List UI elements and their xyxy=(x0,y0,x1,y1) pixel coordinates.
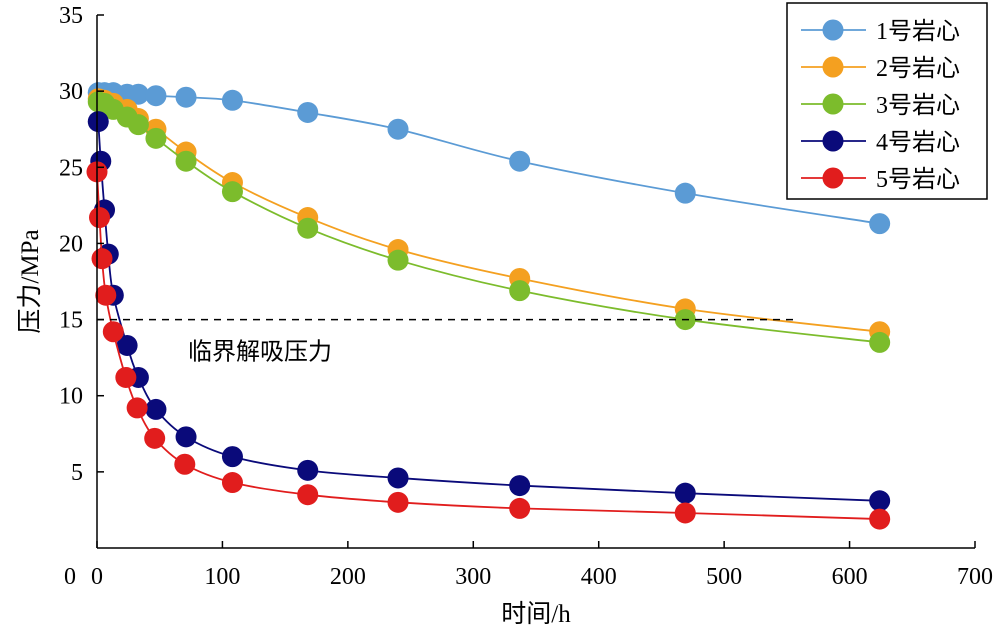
series-line xyxy=(98,91,880,225)
axes: 0 100 200 300 400 500 600 700 5 10 15 20 25 30 35 0 时间… xyxy=(16,3,993,628)
data-point xyxy=(509,150,531,172)
data-point xyxy=(674,482,696,504)
data-point xyxy=(145,398,167,420)
data-point xyxy=(509,475,531,497)
data-point xyxy=(297,459,319,481)
legend-label: 1号岩心 xyxy=(876,18,960,45)
data-point xyxy=(221,472,243,494)
data-point xyxy=(509,497,531,519)
legend-marker xyxy=(822,93,844,115)
critical-desorption-label: 临界解吸压力 xyxy=(188,339,332,366)
data-point xyxy=(127,114,149,136)
data-point xyxy=(221,446,243,468)
legend-marker xyxy=(822,130,844,152)
data-point xyxy=(145,85,167,107)
y-tick-label: 15 xyxy=(59,308,83,334)
legend-item: 4号岩心 xyxy=(801,129,960,156)
data-point xyxy=(126,397,148,419)
data-point xyxy=(102,321,124,343)
data-point xyxy=(674,502,696,524)
y-axis-title: 压力/MPa xyxy=(16,229,44,333)
x-tick-label: 300 xyxy=(455,564,491,590)
x-axis-ticks: 0 100 200 300 400 500 600 700 xyxy=(91,541,993,590)
data-point xyxy=(144,427,166,449)
series-line xyxy=(98,97,880,333)
x-axis-title: 时间/h xyxy=(501,600,571,628)
legend-marker xyxy=(822,19,844,41)
series-5 xyxy=(86,161,891,530)
legend: 1号岩心 2号岩心 3号岩心 4号岩心 5号岩心 xyxy=(786,2,988,200)
data-point xyxy=(387,249,409,271)
x-tick-label: 600 xyxy=(832,564,868,590)
x-tick-label: 500 xyxy=(706,564,742,590)
data-point xyxy=(127,83,149,105)
x-tick-label: 400 xyxy=(581,564,617,590)
series-3 xyxy=(87,91,891,353)
y-tick-label-origin: 0 xyxy=(64,564,76,590)
data-point xyxy=(175,426,197,448)
data-point xyxy=(115,366,137,388)
series-line xyxy=(98,100,880,344)
data-point xyxy=(95,284,117,306)
y-tick-label: 20 xyxy=(59,231,83,257)
plot-area xyxy=(86,82,891,530)
series-2 xyxy=(87,88,891,343)
data-point xyxy=(869,331,891,353)
data-point xyxy=(175,86,197,108)
data-point xyxy=(387,118,409,140)
legend-marker xyxy=(822,56,844,78)
data-point xyxy=(221,89,243,111)
legend-label: 5号岩心 xyxy=(876,166,960,193)
y-tick-label: 25 xyxy=(59,155,83,181)
y-tick-label: 10 xyxy=(59,384,83,410)
data-point xyxy=(174,453,196,475)
data-point xyxy=(297,217,319,239)
data-point xyxy=(387,467,409,489)
legend-label: 2号岩心 xyxy=(876,55,960,82)
legend-label: 4号岩心 xyxy=(876,129,960,156)
data-point xyxy=(674,182,696,204)
data-point xyxy=(869,508,891,530)
data-point xyxy=(145,127,167,149)
data-point xyxy=(116,334,138,356)
legend-item: 1号岩心 xyxy=(801,18,960,45)
y-tick-label: 35 xyxy=(59,3,83,29)
y-axis-ticks: 5 10 15 20 25 30 35 0 xyxy=(59,3,104,590)
data-point xyxy=(869,490,891,512)
data-point xyxy=(509,280,531,302)
legend-item: 3号岩心 xyxy=(801,92,960,119)
data-point xyxy=(869,213,891,235)
data-point xyxy=(91,248,113,270)
y-tick-label: 30 xyxy=(59,79,83,105)
x-tick-label: 100 xyxy=(204,564,240,590)
legend-label: 3号岩心 xyxy=(876,92,960,119)
series-4 xyxy=(87,111,891,512)
data-point xyxy=(89,207,111,229)
x-tick-label: 0 xyxy=(91,564,103,590)
legend-box xyxy=(786,2,988,200)
data-point xyxy=(297,484,319,506)
data-point xyxy=(387,491,409,513)
legend-item: 2号岩心 xyxy=(801,55,960,82)
series-line xyxy=(97,121,880,502)
y-tick-label: 5 xyxy=(71,460,83,486)
series-1 xyxy=(87,82,891,235)
x-tick-label: 200 xyxy=(330,564,366,590)
data-point xyxy=(297,101,319,123)
legend-item: 5号岩心 xyxy=(801,166,960,193)
data-point xyxy=(175,150,197,172)
critical-desorption-reference: 临界解吸压力 xyxy=(97,318,794,366)
data-point xyxy=(87,111,109,133)
legend-marker xyxy=(822,167,844,189)
x-tick-label: 700 xyxy=(957,564,993,590)
data-point xyxy=(221,181,243,203)
